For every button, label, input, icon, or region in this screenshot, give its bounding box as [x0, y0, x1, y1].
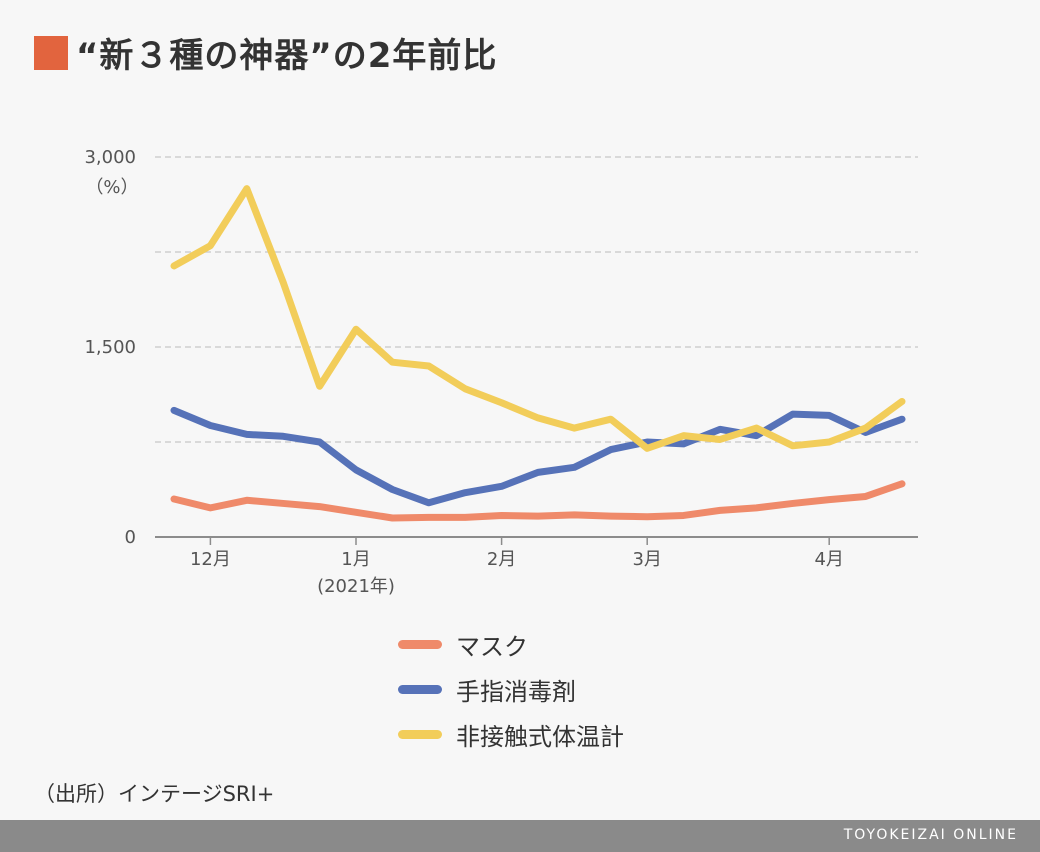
data-point	[317, 504, 322, 509]
data-point	[463, 515, 468, 520]
data-point	[172, 497, 176, 501]
data-point	[281, 434, 286, 439]
data-point	[172, 408, 176, 413]
data-point	[608, 514, 613, 519]
data-point	[827, 440, 832, 444]
title-square-icon	[34, 35, 68, 70]
legend-item-sanitizer: 手指消毒剤	[398, 667, 624, 712]
data-point	[208, 243, 213, 248]
chart-title: “新３種の神器”の2年前比	[76, 36, 498, 76]
line-chart: 0 1,500 3,000 12月 1月 (2021年) 2月 3月 4月 （%）	[84, 147, 918, 597]
data-point	[463, 386, 468, 391]
source-note: （出所）インテージSRI+	[34, 782, 275, 806]
legend-label-sanitizer: 手指消毒剤	[456, 678, 576, 706]
legend-swatch-mask	[398, 640, 442, 649]
series-line-2	[170, 185, 906, 452]
grid-layer	[155, 156, 918, 443]
data-point	[354, 467, 358, 472]
y-tick-label: 3,000	[84, 147, 136, 168]
data-point	[536, 415, 540, 420]
data-point	[681, 513, 686, 518]
legend: マスク 手指消毒剤 非接触式体温計	[398, 622, 624, 757]
data-point	[645, 514, 650, 519]
data-point	[863, 494, 868, 499]
data-point	[354, 510, 358, 515]
data-point	[426, 515, 431, 520]
data-point	[827, 413, 832, 418]
data-point	[827, 497, 832, 502]
data-point	[681, 433, 686, 438]
data-point	[572, 426, 577, 431]
data-point	[608, 447, 613, 452]
axis-layer: 0 1,500 3,000 12月 1月 (2021年) 2月 3月 4月	[84, 147, 918, 597]
data-point	[608, 417, 613, 422]
data-point	[499, 400, 504, 405]
data-point	[754, 505, 759, 510]
data-point	[718, 427, 722, 432]
x-tick-sublabel: (2021年)	[317, 576, 395, 597]
data-point	[645, 446, 650, 451]
data-point	[426, 500, 431, 505]
data-point	[900, 481, 904, 486]
data-point	[790, 412, 795, 417]
data-point	[900, 417, 904, 422]
legend-swatch-sanitizer	[398, 685, 442, 694]
data-point	[208, 505, 213, 510]
data-point	[499, 513, 504, 518]
series-line-1	[170, 406, 906, 507]
data-point	[390, 516, 395, 520]
data-point	[754, 426, 759, 431]
data-point	[281, 501, 286, 506]
legend-label-mask: マスク	[456, 633, 528, 661]
data-point	[317, 384, 322, 389]
data-point	[281, 280, 286, 285]
data-point	[536, 470, 540, 475]
footer-bar: TOYOKEIZAI ONLINE	[0, 820, 1040, 852]
footer-brand: TOYOKEIZAI ONLINE	[843, 827, 1018, 843]
y-tick-label: 1,500	[84, 337, 136, 358]
data-point	[536, 514, 540, 519]
data-point	[645, 440, 650, 444]
x-tick-label: 12月	[190, 549, 231, 570]
data-point	[572, 465, 577, 470]
data-point	[390, 487, 395, 492]
data-point	[463, 490, 468, 495]
title-row: “新３種の神器”の2年前比	[34, 28, 497, 77]
legend-label-thermometer: 非接触式体温計	[456, 723, 624, 751]
data-point	[244, 498, 249, 503]
data-point	[390, 360, 395, 365]
series-layer	[170, 185, 906, 522]
data-point	[172, 263, 176, 268]
data-point	[499, 484, 504, 489]
data-point	[718, 437, 722, 442]
data-point	[754, 433, 759, 438]
data-point	[863, 426, 868, 431]
legend-swatch-thermometer	[398, 730, 442, 739]
data-point	[718, 508, 722, 513]
legend-item-mask: マスク	[398, 622, 624, 667]
data-point	[317, 440, 322, 444]
data-point	[354, 327, 358, 332]
data-point	[790, 443, 795, 448]
series-line-0	[170, 480, 906, 522]
x-tick-label: 3月	[632, 549, 661, 570]
y-tick-label: 0	[125, 527, 136, 548]
data-point	[900, 399, 904, 404]
data-point	[681, 441, 686, 446]
x-tick-label: 4月	[814, 549, 843, 570]
x-tick-label: 1月	[341, 549, 370, 570]
y-unit-label: （%）	[85, 177, 138, 198]
data-point	[244, 432, 249, 437]
legend-item-thermometer: 非接触式体温計	[398, 712, 624, 757]
x-tick-label: 2月	[487, 549, 516, 570]
data-point	[790, 501, 795, 506]
data-point	[208, 423, 213, 428]
data-point	[572, 512, 577, 517]
data-point	[244, 186, 249, 191]
data-point	[426, 364, 431, 368]
